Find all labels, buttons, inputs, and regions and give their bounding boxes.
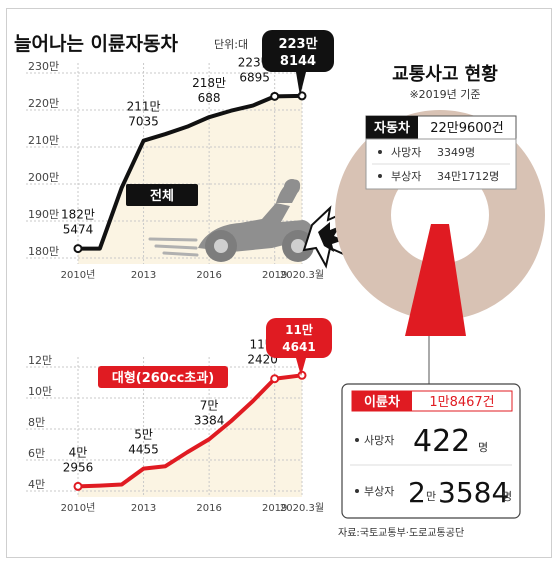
y-tick-label: 10만 (28, 385, 52, 398)
motorcycle-total: 1만8467건 (429, 395, 494, 410)
motorcycle-injured-unit: 명 (502, 490, 512, 503)
y-tick-label: 220만 (28, 97, 59, 110)
x-tick-label: 2013 (131, 503, 156, 514)
point-label-line2: 3384 (194, 413, 225, 427)
unit-label: 단위:대 (214, 38, 248, 51)
car-deaths-bullet (378, 150, 382, 154)
bottom-callout-bubble (266, 318, 332, 376)
data-point (73, 244, 83, 254)
y-tick-label: 180만 (28, 245, 59, 258)
motorcycle-injured-label: 부상자 (364, 485, 394, 498)
bottom-series-name: 대형(260cc초과) (112, 370, 214, 386)
top-end-callout: 223만 8144 (262, 30, 334, 96)
point-label-line1: 7만 (200, 398, 219, 412)
bottom-series-tag-box (98, 366, 228, 388)
car-injured-bullet (378, 174, 382, 178)
total-motorcycles-chart: 180만 190만 200만 210만 220만 230만 2010년 2013 2016 201… (26, 30, 359, 281)
car-injured-label: 부상자 (391, 170, 421, 183)
x-tick-label: 2013 (131, 270, 156, 281)
point-label-line1: 5만 (134, 428, 153, 442)
x-tick-label: 2019 (262, 503, 287, 514)
x-tick-label: 2016 (196, 503, 221, 514)
motorcycle-injured-prefix: 2 (408, 476, 426, 509)
motorcycle-deaths-value: 422 (413, 424, 470, 459)
bottom-callout-line2: 4641 (282, 340, 315, 354)
accident-panel: 교통사고 현황 ※2019년 기준 자동차 22만9600건 사망자 3349명… (335, 64, 545, 519)
point-label-line2: 688 (198, 91, 221, 105)
bottom-callout-line1: 11만 (285, 322, 313, 337)
bottom-chart-fill (78, 375, 302, 497)
motorcycle-label: 이륜차 (364, 394, 400, 410)
y-tick-label: 210만 (28, 134, 59, 147)
point-label-line1: 218만 (192, 76, 226, 90)
x-tick-label: 2020.3월 (280, 502, 324, 514)
motorcycle-label-box (352, 391, 412, 411)
source-note: 자료:국토교통부·도로교통공단 (338, 527, 464, 539)
y-tick-label: 190만 (28, 208, 59, 221)
point-label-line1: 4만 (69, 445, 88, 459)
car-deaths-label: 사망자 (391, 146, 421, 159)
motorcycle-share-wedge (405, 224, 466, 336)
accident-title: 교통사고 현황 (392, 64, 498, 85)
x-tick-label: 2010년 (61, 502, 96, 514)
car-injured-value: 34만1712명 (437, 170, 499, 183)
top-callout-line1: 223만 (278, 36, 317, 52)
top-callout-line2: 8144 (280, 54, 316, 69)
bottom-series-points (73, 370, 307, 491)
motorcycle-box-frame (341, 383, 521, 519)
car-label-box (366, 116, 418, 139)
bottom-series-line (77, 373, 303, 489)
car-total: 22만9600건 (430, 121, 504, 136)
motorcycle-deaths-label: 사망자 (364, 434, 394, 447)
data-point (297, 370, 307, 380)
top-callout-bubble (262, 30, 334, 96)
data-point (297, 91, 307, 101)
car-label: 자동차 (374, 120, 410, 136)
y-tick-label: 6만 (28, 447, 45, 460)
y-tick-label: 4만 (28, 478, 45, 491)
point-label-line2: 2420 (247, 353, 278, 367)
point-label-line2: 2956 (63, 460, 94, 474)
top-series-name: 전체 (150, 188, 174, 204)
x-tick-label: 2019 (262, 270, 287, 281)
motorcycle-injured-value: 3584 (438, 476, 509, 509)
data-point (73, 481, 83, 491)
x-tick-label: 2010년 (61, 269, 96, 281)
motorcycle-injured-bullet (355, 489, 359, 493)
point-label-line2: 5474 (63, 223, 94, 237)
point-label-line2: 7035 (128, 115, 159, 129)
motorcycle-deaths-bullet (355, 438, 359, 442)
point-label-line1: 182만 (61, 208, 95, 222)
motorcycle-deaths-unit: 명 (478, 441, 488, 454)
x-tick-label: 2020.3월 (280, 269, 324, 281)
bottom-end-callout: 11만 4641 (266, 318, 332, 376)
motorcycle-box: 이륜차 1만8467건 사망자 422 명 부상자 2 만 3584 명 (341, 383, 521, 519)
accident-basis: ※2019년 기준 (409, 88, 480, 101)
point-label-line2: 6895 (239, 70, 270, 84)
y-tick-label: 12만 (28, 354, 52, 367)
car-deaths-value: 3349명 (437, 146, 475, 159)
x-tick-label: 2016 (196, 270, 221, 281)
chart-title: 늘어나는 이륜자동차 (14, 33, 178, 55)
motorcycle-illustration (148, 179, 316, 262)
motorcycle-injured-man: 만 (426, 490, 436, 503)
top-chart-ticks: 180만 190만 200만 210만 220만 230만 2010년 2013 2016 201… (28, 60, 324, 281)
figure-frame (6, 8, 552, 558)
top-series-line (78, 93, 303, 251)
point-label-line2: 4455 (128, 443, 159, 457)
point-label-line1: 211만 (127, 100, 161, 114)
top-series-points (73, 91, 307, 254)
car-box: 자동차 22만9600건 사망자 3349명 부상자 34만1712명 (365, 115, 517, 190)
bottom-series-tag: 대형(260cc초과) (98, 366, 228, 388)
y-tick-label: 230만 (28, 60, 59, 73)
y-tick-label: 200만 (28, 171, 59, 184)
data-point (270, 91, 280, 101)
data-point (270, 374, 280, 384)
top-series-tag-box (126, 184, 198, 206)
y-tick-label: 8만 (28, 416, 45, 429)
top-series-tag: 전체 (126, 184, 198, 206)
